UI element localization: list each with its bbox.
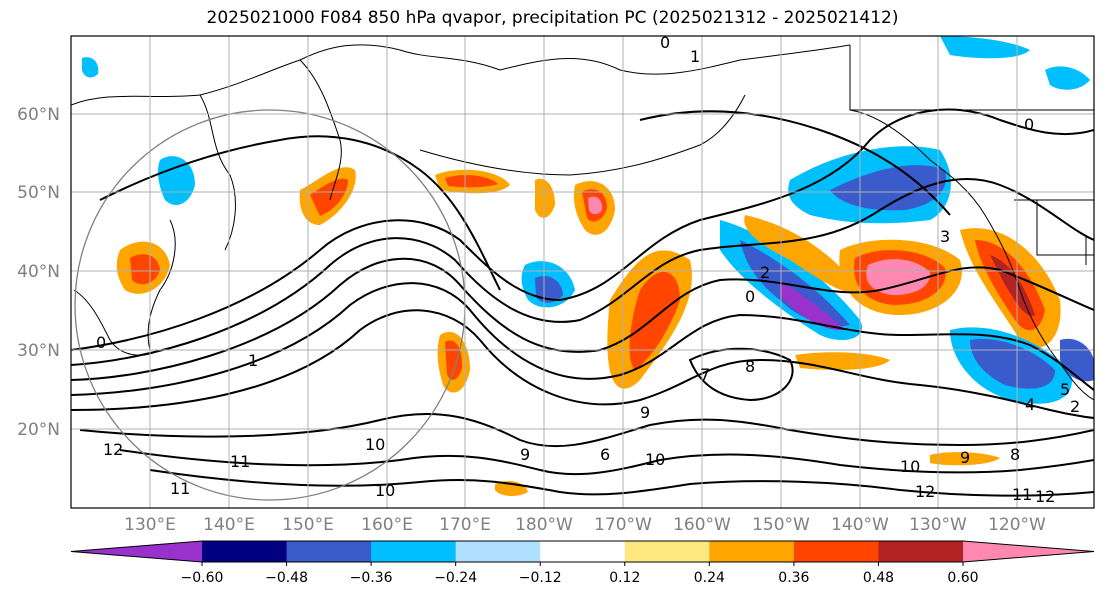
lon-label: 160°W: [673, 515, 731, 535]
contour-labels: 0 0 0 0 1 1 2 2 3 4 5 6 7 8 8 9 9 9 10 1…: [96, 33, 1080, 506]
contour-label: 1: [248, 351, 258, 370]
longitude-labels: 130°E 140°E 150°E 160°E 170°E 180°W 170°…: [124, 515, 1046, 535]
positive-patch: [744, 215, 860, 293]
colorbar-extend-high: [963, 541, 1094, 562]
colorbar-tick-label: 0.36: [778, 570, 809, 586]
lat-label: 60°N: [17, 105, 60, 125]
colorbar-tick-label: −0.12: [519, 570, 562, 586]
coastlines: [71, 44, 1094, 401]
lon-label: 180°W: [515, 515, 573, 535]
negative-patch: [830, 165, 946, 211]
colorbar-tick-label: −0.24: [434, 570, 477, 586]
lon-label: 150°E: [282, 515, 334, 535]
contour-label: 7: [700, 365, 710, 384]
latitude-labels: 60°N 50°N 40°N 30°N 20°N: [17, 105, 60, 440]
contour-label: 0: [745, 287, 755, 306]
lon-label: 160°E: [361, 515, 413, 535]
contour-label: 11: [1012, 485, 1032, 504]
negative-patch: [740, 240, 850, 327]
gridlines: [71, 36, 1094, 508]
colorbar-tick-label: 0.48: [863, 570, 894, 586]
lon-label: 150°W: [752, 515, 810, 535]
negative-patch: [157, 156, 195, 205]
contour-label: 8: [1010, 445, 1020, 464]
map-title: 2025021000 F084 850 hPa qvapor, precipit…: [206, 8, 899, 28]
lat-label: 20°N: [17, 420, 60, 440]
contour-label: 10: [645, 450, 665, 469]
contour-label: 12: [103, 440, 123, 459]
shaded-anomaly-patches: [82, 36, 1094, 496]
contour-label: 4: [1025, 395, 1035, 414]
colorbar-segment: [455, 541, 541, 562]
lon-label: 170°W: [594, 515, 652, 535]
contour-label: 12: [915, 482, 935, 501]
positive-patch: [588, 196, 603, 215]
positive-patch: [535, 178, 555, 218]
contour-lines: [71, 108, 1094, 497]
negative-patch: [1045, 66, 1090, 90]
positive-patch: [866, 259, 931, 296]
lon-label: 120°W: [988, 515, 1046, 535]
contour-label: 10: [365, 435, 385, 454]
contour-label: 0: [96, 333, 106, 352]
contour-label: 9: [960, 448, 970, 467]
lat-label: 50°N: [17, 183, 60, 203]
positive-patch: [310, 178, 348, 216]
contour-label: 2: [1070, 397, 1080, 416]
contour-label: 11: [170, 479, 190, 498]
colorbar-tick-label: −0.60: [181, 570, 224, 586]
contour-label: 11: [230, 452, 250, 471]
lon-label: 140°E: [203, 515, 255, 535]
colorbar-segment: [709, 541, 795, 562]
negative-patch: [535, 275, 563, 303]
contour-label: 12: [1035, 487, 1055, 506]
map-frame: [70, 35, 1095, 509]
colorbar-segment: [202, 541, 288, 562]
lat-label: 30°N: [17, 341, 60, 361]
negative-patch: [780, 280, 845, 331]
contour-label: 0: [1024, 115, 1034, 134]
positive-patch: [130, 254, 160, 285]
colorbar-segment: [371, 541, 457, 562]
colorbar: −0.60 −0.48 −0.36 −0.24 −0.12 0.12 0.24 0.36 0.4…: [70, 540, 1095, 586]
map-panel: 0 0 0 0 1 1 2 2 3 4 5 6 7 8 8 9 9 9 10 1…: [70, 33, 1095, 509]
contour-label: 2: [760, 263, 770, 282]
colorbar-segment: [878, 541, 964, 562]
colorbar-segment: [624, 541, 710, 562]
lon-label: 130°E: [124, 515, 176, 535]
colorbar-segment: [286, 541, 372, 562]
colorbar-tick-label: 0.12: [609, 570, 640, 586]
negative-patch: [82, 57, 99, 78]
lat-label: 40°N: [17, 262, 60, 282]
positive-patch: [629, 271, 680, 370]
lon-label: 140°W: [831, 515, 889, 535]
colorbar-segment: [540, 541, 626, 562]
colorbar-extend-low: [71, 541, 202, 562]
positive-patch: [930, 452, 1000, 466]
contour-label: 1: [690, 47, 700, 66]
colorbar-segment: [793, 541, 879, 562]
negative-patch: [970, 339, 1055, 389]
contour-label: 5: [1060, 380, 1070, 399]
contour-label: 3: [940, 227, 950, 246]
negative-patch: [940, 36, 1030, 59]
contour-label: 6: [600, 445, 610, 464]
contour-label: 10: [900, 457, 920, 476]
contour-label: 10: [375, 481, 395, 500]
contour-label: 9: [520, 445, 530, 464]
colorbar-tick-label: −0.36: [350, 570, 393, 586]
contour-label: 9: [640, 403, 650, 422]
lon-label: 170°E: [439, 515, 491, 535]
lon-label: 130°W: [909, 515, 967, 535]
positive-patch: [445, 175, 498, 188]
contour-label: 8: [745, 357, 755, 376]
colorbar-tick-label: −0.48: [265, 570, 308, 586]
colorbar-tick-label: 0.24: [694, 570, 725, 586]
contour-label: 0: [660, 33, 670, 52]
colorbar-tick-label: 0.60: [947, 570, 978, 586]
